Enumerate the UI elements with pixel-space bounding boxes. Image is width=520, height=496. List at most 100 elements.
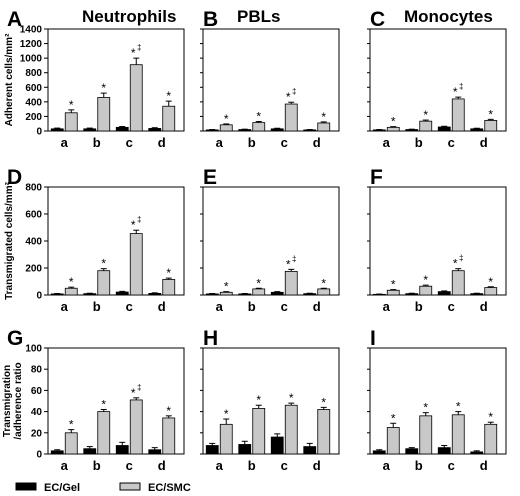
bar-ec-smc bbox=[484, 120, 498, 132]
bar-ec-smc bbox=[284, 270, 298, 296]
x-tick-label: c bbox=[448, 458, 455, 473]
x-tick-label: a bbox=[216, 299, 224, 314]
bar-ec-gel bbox=[405, 448, 419, 455]
y-axis-label: Transmigrated cells/mm² bbox=[4, 181, 15, 299]
x-tick-label: c bbox=[448, 135, 455, 150]
legend: EC/Gel EC/SMC bbox=[15, 482, 191, 494]
significance-marker: * bbox=[456, 400, 461, 414]
significance-marker: * bbox=[286, 257, 291, 271]
significance-marker: * bbox=[286, 90, 291, 104]
y-tick-label: 600 bbox=[25, 210, 42, 221]
panel-g: G 0 20 40 60 80 100 Transmigration/adherence ra… bbox=[2, 327, 185, 473]
bar-ec-gel bbox=[303, 293, 317, 296]
y-tick-label: 200 bbox=[25, 264, 42, 275]
legend-label-ec-smc: EC/SMC bbox=[148, 482, 191, 494]
x-tick-label: b bbox=[93, 458, 101, 473]
y-axis-label: Transmigration bbox=[2, 365, 13, 437]
x-tick-label: c bbox=[126, 299, 133, 314]
y-tick-label: 0 bbox=[36, 291, 42, 302]
bar-ec-gel bbox=[270, 128, 284, 132]
x-tick-label: d bbox=[480, 299, 488, 314]
significance-marker: * bbox=[131, 386, 136, 400]
x-tick-label: a bbox=[61, 135, 69, 150]
y-tick-label: 40 bbox=[31, 407, 43, 418]
panel-f: F*a*b* ‡c*d bbox=[367, 166, 507, 314]
y-tick-label: 400 bbox=[25, 97, 42, 108]
bar-ec-gel bbox=[205, 445, 219, 455]
x-tick-label: d bbox=[313, 458, 321, 473]
x-tick-label: a bbox=[383, 458, 391, 473]
bar-ec-smc bbox=[419, 415, 433, 455]
significance-marker: ‡ bbox=[459, 82, 463, 91]
bar-ec-gel bbox=[238, 129, 252, 132]
bar-ec-smc bbox=[64, 112, 78, 132]
significance-marker: * bbox=[224, 407, 229, 421]
significance-marker: ‡ bbox=[137, 215, 141, 224]
column-title: Monocytes bbox=[404, 7, 493, 26]
bar-ec-smc bbox=[386, 427, 400, 455]
bar-ec-smc bbox=[419, 120, 433, 132]
legend-swatch-ec-smc bbox=[119, 482, 141, 491]
x-tick-label: a bbox=[216, 458, 224, 473]
bar-ec-gel bbox=[115, 291, 129, 296]
panel-letter: F bbox=[370, 166, 383, 189]
significance-marker: * bbox=[69, 98, 74, 112]
bar-ec-gel bbox=[50, 128, 64, 132]
bar-ec-smc bbox=[162, 279, 176, 296]
bar-ec-gel bbox=[83, 293, 97, 296]
bar-ec-gel bbox=[405, 293, 419, 296]
x-tick-label: c bbox=[281, 458, 288, 473]
bar-ec-gel bbox=[50, 450, 64, 455]
x-tick-label: a bbox=[61, 299, 69, 314]
legend-swatch-ec-gel bbox=[15, 482, 37, 491]
bar-ec-gel bbox=[437, 291, 451, 296]
bar-ec-gel bbox=[470, 451, 484, 455]
x-tick-label: b bbox=[93, 135, 101, 150]
panel-letter: D bbox=[7, 166, 22, 189]
significance-marker: * bbox=[423, 108, 428, 122]
panel-c: C*a*b* ‡c*d bbox=[367, 8, 507, 150]
bar-ec-gel bbox=[405, 129, 419, 132]
x-tick-label: b bbox=[415, 135, 423, 150]
significance-marker: * bbox=[391, 115, 396, 129]
y-tick-label: 800 bbox=[25, 68, 42, 79]
panel-letter: H bbox=[203, 327, 218, 350]
bar-ec-gel bbox=[270, 436, 284, 455]
significance-marker: * bbox=[321, 276, 326, 290]
significance-marker: * bbox=[166, 266, 171, 280]
panel-letter: B bbox=[203, 8, 218, 31]
significance-marker: * bbox=[131, 46, 136, 60]
significance-marker: * bbox=[453, 257, 458, 271]
bar-ec-smc bbox=[317, 409, 331, 455]
significance-marker: ‡ bbox=[137, 43, 141, 52]
x-tick-label: c bbox=[126, 458, 133, 473]
bar-ec-smc bbox=[284, 103, 298, 132]
x-tick-label: d bbox=[480, 458, 488, 473]
significance-marker: * bbox=[224, 280, 229, 294]
bar-ec-smc bbox=[129, 399, 143, 455]
bar-ec-smc bbox=[129, 233, 143, 296]
y-tick-label: 400 bbox=[25, 237, 42, 248]
panel-letter: E bbox=[203, 166, 217, 189]
significance-marker: * bbox=[391, 411, 396, 425]
panel-letter: C bbox=[370, 8, 385, 31]
x-tick-label: a bbox=[61, 458, 69, 473]
significance-marker: * bbox=[131, 218, 136, 232]
y-tick-label: 1200 bbox=[20, 39, 43, 50]
bar-ec-smc bbox=[97, 270, 111, 296]
significance-marker: * bbox=[391, 278, 396, 292]
significance-marker: * bbox=[488, 410, 493, 424]
y-tick-label: 200 bbox=[25, 112, 42, 123]
x-tick-label: c bbox=[281, 299, 288, 314]
significance-marker: * bbox=[321, 395, 326, 409]
bar-ec-smc bbox=[162, 105, 176, 132]
panel-letter: I bbox=[370, 327, 376, 350]
panel-a: A 0 200 400 600 800 1000 1200 1400 Adherent cells… bbox=[4, 8, 185, 150]
y-tick-label: 100 bbox=[25, 344, 42, 355]
significance-marker: ‡ bbox=[459, 254, 463, 263]
significance-marker: * bbox=[453, 85, 458, 99]
bar-ec-gel bbox=[115, 445, 129, 455]
bar-ec-gel bbox=[372, 450, 386, 455]
bar-ec-gel bbox=[372, 129, 386, 132]
significance-marker: * bbox=[101, 257, 106, 271]
